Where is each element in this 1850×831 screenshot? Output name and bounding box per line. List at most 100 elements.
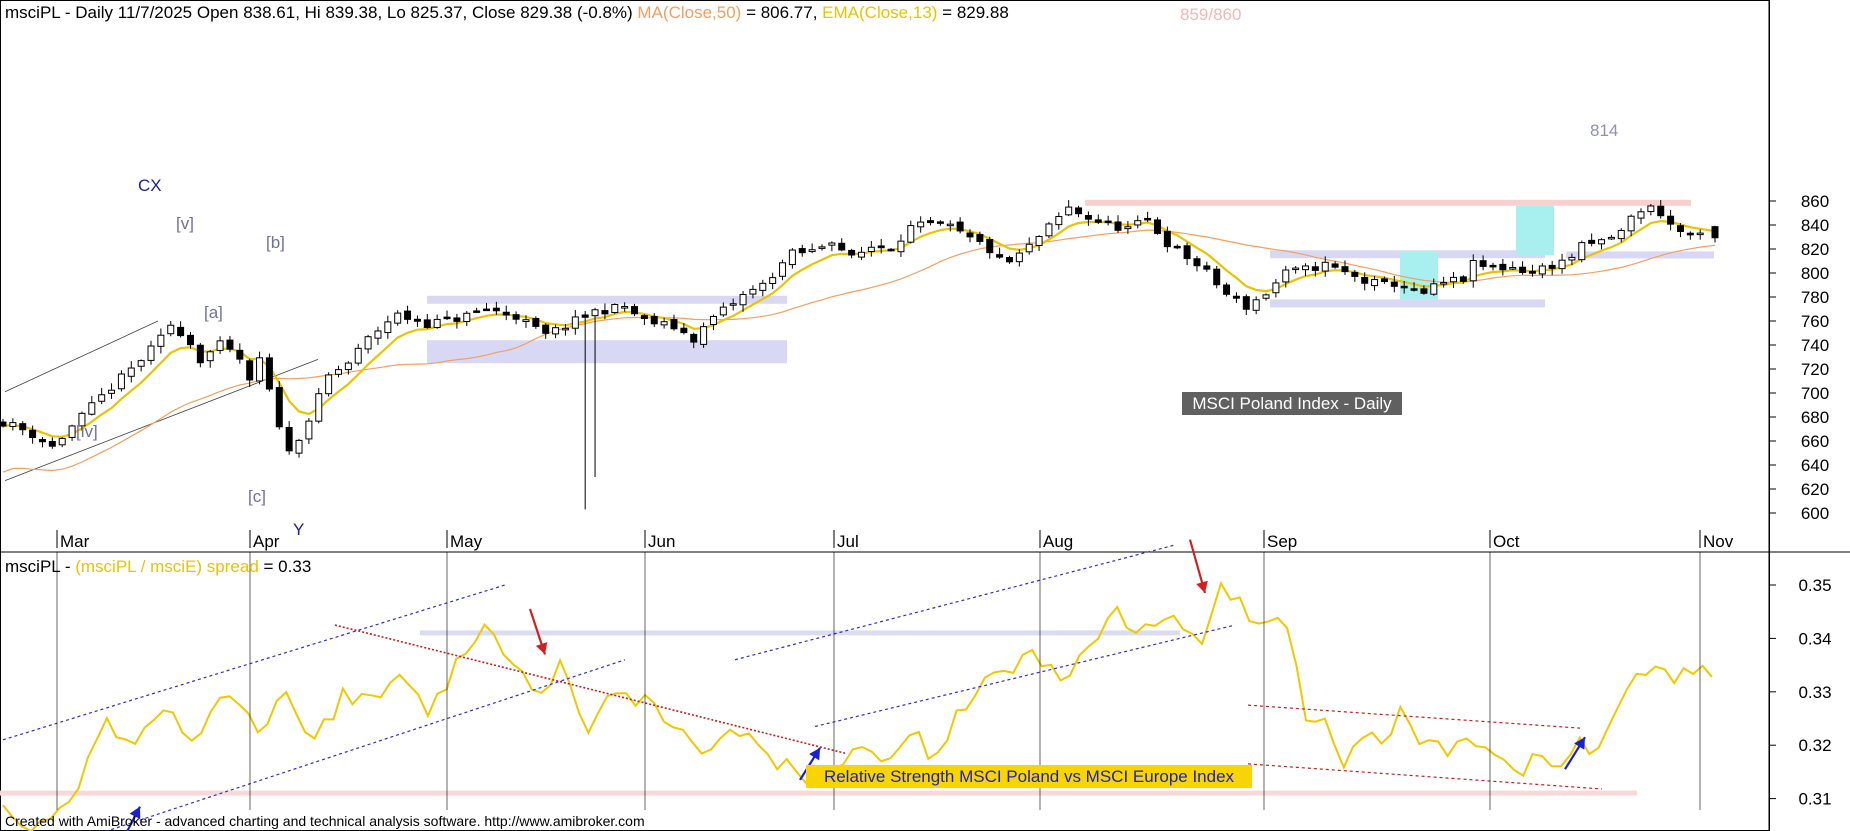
candle-bearish: [1075, 207, 1083, 215]
candle-bullish: [700, 326, 708, 345]
spread-resistance-band-2: [1060, 630, 1180, 636]
candle-bullish: [769, 277, 777, 284]
candle-bearish: [631, 306, 639, 315]
candle-bearish: [1341, 266, 1349, 273]
candle-bearish: [196, 344, 204, 364]
spread-channel-lower: [105, 659, 626, 831]
candle-bearish: [1410, 288, 1418, 291]
arrow-up-1-head: [129, 806, 141, 820]
price-tick-label: 820: [1801, 240, 1829, 259]
header-hi-label: Hi: [305, 3, 321, 22]
candle-bullish: [1045, 223, 1053, 237]
candle-bullish: [88, 402, 96, 415]
candle-bullish: [591, 309, 599, 317]
spread-downtrend-line: [334, 624, 846, 754]
candle-bearish: [650, 315, 658, 325]
header-period: Daily: [75, 3, 113, 22]
candle-bearish: [1173, 245, 1181, 249]
candle-bullish: [660, 321, 668, 326]
header-hi: 839.38: [325, 3, 377, 22]
candle-bearish: [285, 427, 293, 452]
month-label: Oct: [1493, 532, 1520, 551]
candle-bearish: [798, 248, 806, 254]
candle-bullish: [1124, 226, 1132, 230]
header-ema-value: = 829.88: [942, 3, 1009, 22]
candle-bullish: [1469, 259, 1477, 282]
candle-bullish: [1696, 232, 1704, 236]
candle-bullish: [1252, 299, 1260, 311]
candle-bearish: [976, 234, 984, 242]
candle-bullish: [137, 360, 145, 367]
spread-tick-label: 0.33: [1798, 683, 1831, 702]
candle-bearish: [413, 318, 421, 322]
spread-tick-label: 0.31: [1798, 790, 1831, 809]
spread-support-band: [0, 790, 1637, 796]
candle-bullish: [58, 437, 66, 446]
wave-label-cx: CX: [138, 176, 162, 195]
candle-bullish: [344, 362, 352, 371]
candle-bearish: [966, 232, 974, 238]
candle-bullish: [611, 304, 619, 314]
candle-bullish: [1568, 256, 1576, 261]
candle-bullish: [621, 306, 629, 309]
candle-bullish: [759, 282, 767, 291]
header-open: 838.61: [243, 3, 295, 22]
spread-header: msciPL - (msciPL / msciE) spread = 0.33: [5, 557, 311, 576]
spread-resistance-band: [420, 630, 1100, 636]
candle-bullish: [315, 393, 323, 422]
header-change: (-0.8%): [577, 3, 633, 22]
month-label: May: [450, 532, 483, 551]
wave-label-b: [b]: [266, 233, 285, 252]
candle-bearish: [38, 439, 46, 443]
candle-bearish: [542, 324, 550, 334]
candle-bearish: [680, 327, 688, 334]
resistance-859-860: [1085, 199, 1691, 206]
month-label: Aug: [1043, 532, 1073, 551]
zone-may-jun-bottom: [427, 340, 787, 364]
candle-bullish: [1302, 265, 1310, 271]
candle-bearish: [512, 314, 520, 320]
candle-bearish: [1588, 239, 1596, 244]
candle-bearish: [1114, 221, 1122, 231]
candle-bullish: [295, 439, 303, 454]
candle-bearish: [1676, 225, 1684, 233]
spread-channel2-upper: [734, 544, 1176, 661]
spread-channel-upper: [2, 584, 506, 741]
candle-bearish: [996, 254, 1004, 258]
candle-bullish: [709, 315, 717, 326]
candle-bearish: [453, 317, 461, 322]
candle-bearish: [1183, 245, 1191, 260]
price-tick-label: 640: [1801, 456, 1829, 475]
candle-bearish: [581, 314, 589, 318]
candle-bullish: [256, 357, 264, 382]
month-label: Apr: [253, 532, 280, 551]
spread-line: [2, 580, 1713, 831]
candle-bearish: [1203, 265, 1211, 270]
candle-bearish: [0, 421, 7, 427]
candle-bearish: [1711, 226, 1719, 239]
candle-bearish: [1084, 214, 1092, 220]
spread-tick-label: 0.35: [1798, 576, 1831, 595]
candle-bullish: [808, 249, 816, 253]
candle-bearish: [927, 220, 935, 224]
candle-bullish: [729, 303, 737, 306]
arrow-down-1: [528, 608, 548, 655]
candle-bullish: [1637, 211, 1645, 219]
footer: Created with AmiBroker - advanced charti…: [5, 813, 645, 829]
header-symbol: msciPL: [5, 3, 60, 22]
spread-tick-label: 0.32: [1798, 736, 1831, 755]
spread-tick-label: 0.34: [1798, 629, 1831, 648]
price-tick-label: 620: [1801, 480, 1829, 499]
candle-bearish: [502, 311, 510, 316]
arrow-up-3: [1564, 736, 1586, 770]
candle-bullish: [147, 345, 155, 361]
candle-bullish: [1065, 206, 1073, 216]
candle-bullish: [127, 367, 135, 377]
candle-bullish: [305, 420, 313, 440]
candle-bullish: [788, 249, 796, 266]
candle-bullish: [907, 225, 915, 243]
candle-bullish: [1598, 239, 1606, 245]
candle-bearish: [236, 349, 244, 360]
candle-bullish: [749, 288, 757, 295]
candle-bullish: [739, 293, 747, 306]
